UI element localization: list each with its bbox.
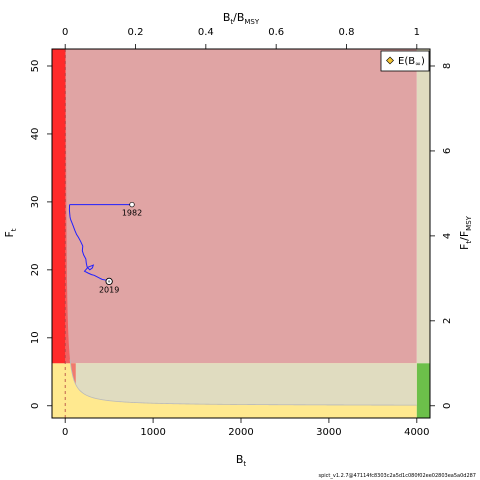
y-tick-label: 20 — [30, 263, 41, 276]
svg-text:Ft/FMSY: Ft/FMSY — [458, 215, 473, 250]
zone-uncertain-band — [65, 363, 417, 406]
top-axis-label-rest: /B — [233, 11, 244, 24]
zone-uncertain — [416, 49, 430, 364]
y-axis-label: F — [3, 231, 16, 237]
top-tick-label: 0.6 — [268, 27, 284, 38]
right-tick-label: 0 — [442, 403, 453, 409]
y-axis-label-sub: t — [10, 228, 18, 231]
top-axis-label-rest-sub: MSY — [244, 18, 259, 26]
y-tick-label: 0 — [30, 403, 41, 409]
top-axis-label-sub: t — [230, 18, 233, 26]
right-axis-label-sub: t — [465, 241, 473, 244]
y-tick-label: 50 — [30, 60, 41, 73]
x-axis-label: B — [236, 453, 244, 466]
y-tick-label: 30 — [30, 196, 41, 209]
top-tick-label: 0.4 — [198, 27, 214, 38]
top-tick-label: 0.2 — [128, 27, 144, 38]
top-tick-label: 0 — [62, 27, 68, 38]
legend-entry-sub: ∞ — [415, 60, 421, 68]
trajectory-line — [68, 204, 110, 282]
last-year-point-center — [107, 280, 111, 283]
right-tick-label: 2 — [442, 318, 453, 324]
legend-entry-close: ) — [421, 56, 425, 67]
last-year-label: 2019 — [99, 285, 119, 294]
right-axis-label: F — [458, 244, 471, 250]
equilibrium-curve — [69, 359, 417, 406]
footer-version: spict_v1.2.7@47114fc8303c2a5d1c080f02ee0… — [319, 473, 477, 479]
x-tick-label: 4000 — [404, 427, 429, 438]
svg-text:Bt: Bt — [236, 453, 247, 468]
svg-text:E(B∞): E(B∞) — [398, 56, 425, 68]
right-tick-label: 6 — [442, 148, 453, 154]
right-tick-label: 8 — [442, 63, 453, 69]
right-axis-label-rest-sub: MSY — [465, 215, 473, 230]
x-tick-label: 2000 — [228, 427, 253, 438]
x-axis-label-sub: t — [243, 460, 246, 468]
y-tick-label: 40 — [30, 128, 41, 141]
top-tick-label: 1 — [414, 27, 420, 38]
first-year-point — [129, 201, 135, 208]
top-axis-label: B — [223, 11, 231, 24]
x-tick-label: 1000 — [140, 427, 165, 438]
top-tick-label: 0.8 — [339, 27, 355, 38]
zone-critical-edge — [52, 49, 76, 385]
legend-diamond-icon — [386, 56, 394, 65]
right-axis-label-rest: /F — [458, 231, 471, 241]
x-tick-label: 3000 — [316, 427, 341, 438]
svg-text:Bt/BMSY: Bt/BMSY — [223, 11, 260, 26]
first-year-label: 1982 — [122, 209, 142, 218]
legend-entry: E(B — [398, 56, 415, 67]
right-tick-label: 4 — [442, 233, 453, 239]
x-tick-label: 0 — [62, 427, 68, 438]
legend-box: E(B∞) — [380, 50, 430, 72]
zone-overfishing — [65, 49, 417, 364]
zone-healthy — [416, 363, 430, 418]
y-tick-label: 10 — [30, 331, 41, 344]
svg-text:Ft: Ft — [3, 228, 18, 237]
